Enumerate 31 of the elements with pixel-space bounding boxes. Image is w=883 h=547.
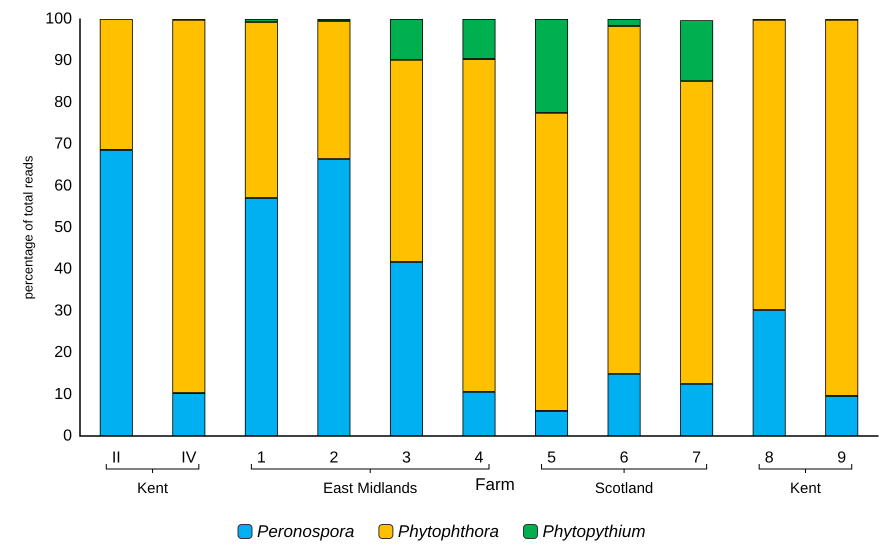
text: Scotland [594, 480, 654, 497]
y-tick-label: 80 [54, 94, 72, 111]
x-tick-label: 6 [620, 450, 629, 466]
legend-label: Phytophthora [398, 522, 499, 541]
y-tick-label: 50 [54, 219, 72, 236]
x-tick-label: 7 [692, 450, 702, 466]
text: East Midlands [323, 480, 418, 497]
y-tick-label: 0 [63, 428, 72, 444]
x-tick-label: II [112, 450, 121, 466]
x-axis-title: Farm [475, 475, 515, 494]
y-tick-label: 70 [54, 136, 72, 153]
x-tick-label: 8 [764, 450, 774, 466]
x-tick-label: 4 [474, 450, 484, 466]
x-tick-label: 5 [547, 450, 556, 466]
y-axis-title: percentage of total reads [20, 155, 36, 300]
legend-label: Phytopythium [542, 522, 646, 541]
y-tick-label: 60 [54, 177, 72, 194]
y-tick-label: 10 [54, 386, 72, 403]
y-tick-label: 90 [54, 52, 72, 70]
x-tick-label: 1 [256, 450, 266, 466]
y-tick-label: 100 [45, 10, 72, 28]
text: Kent [137, 480, 169, 497]
x-tick-label: IV [181, 450, 197, 466]
text: Kent [790, 480, 822, 497]
y-tick-label: 40 [54, 260, 72, 278]
x-tick-label: 3 [402, 450, 411, 466]
legend-label: Peronospora [257, 522, 354, 541]
y-tick-label: 30 [54, 302, 72, 320]
x-tick-label: 9 [837, 450, 846, 466]
y-tick-label: 20 [54, 344, 72, 362]
x-tick-label: 2 [329, 450, 338, 466]
